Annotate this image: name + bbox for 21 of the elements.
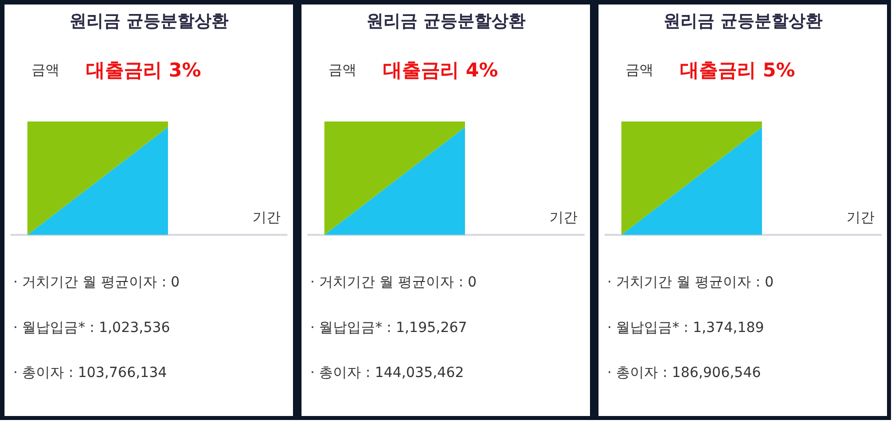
chart-title: 원리금 균등분할상환 (366, 12, 526, 32)
text: · 거치기간 월 평균이자 : 0 (607, 274, 774, 290)
text: · 총이자 : 144,035,462 (310, 365, 464, 382)
x-axis-title: 기간 (252, 210, 280, 226)
x-axis-title: 기간 (846, 210, 874, 226)
y-axis-title: 금액 (32, 62, 60, 78)
chart-title: 원리금 균등분할상환 (664, 12, 822, 32)
chart-subtitle: 대출금리 4% (383, 60, 498, 82)
text: · 월납입금* : 1,195,267 (310, 320, 468, 336)
text: · 총이자 : 103,766,134 (13, 365, 167, 382)
text: · 총이자 : 186,906,546 (607, 365, 761, 382)
chart-subtitle: 대출금리 5% (680, 60, 796, 82)
text: · 월납입금* : 1,023,536 (13, 320, 170, 336)
y-axis-title: 금액 (626, 62, 654, 78)
text: · 거치기간 월 평균이자 : 0 (310, 274, 477, 290)
text: · 거치기간 월 평균이자 : 0 (13, 274, 180, 290)
x-axis-title: 기간 (549, 210, 578, 226)
chart-subtitle: 대출금리 3% (86, 60, 202, 82)
chart-title: 원리금 균등분할상환 (70, 12, 228, 32)
y-axis-title: 금액 (328, 62, 357, 78)
text: · 월납입금* : 1,374,189 (607, 320, 764, 336)
